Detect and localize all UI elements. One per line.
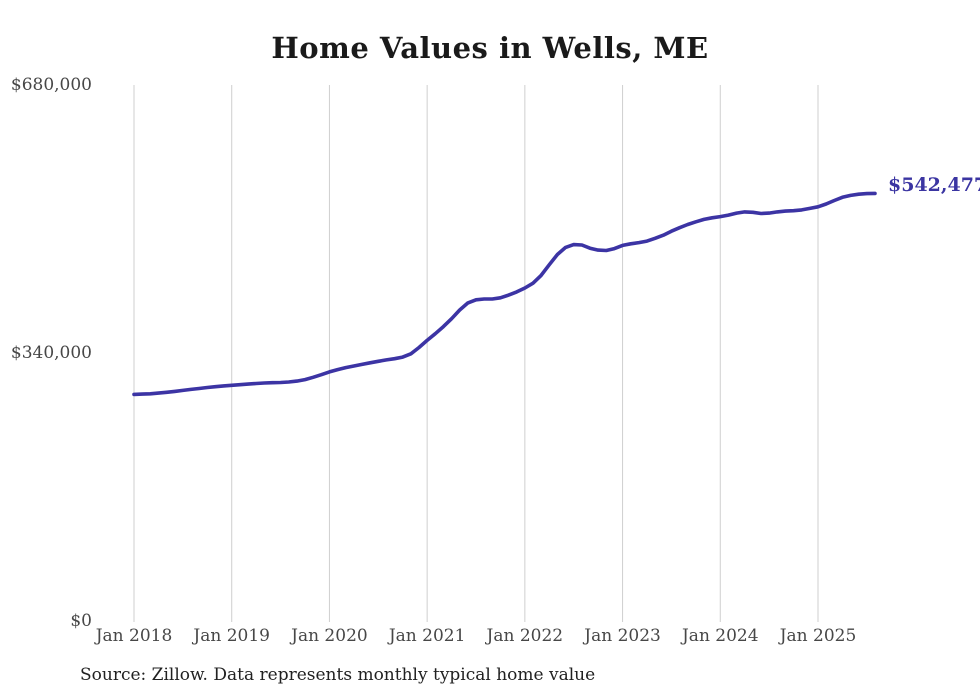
x-axis-tick-label: Jan 2023 (584, 626, 661, 646)
latest-value-label: $542,477 (888, 174, 980, 197)
home-value-line (132, 191, 877, 397)
x-axis-tick-label: Jan 2020 (291, 626, 368, 646)
x-axis-tick-label: Jan 2018 (95, 626, 173, 646)
x-axis-tick-label: Jan 2022 (486, 626, 564, 646)
source-note: Source: Zillow. Data represents monthly … (80, 665, 596, 685)
y-axis-tick-label: $0 (70, 611, 92, 631)
x-axis-tick-label: Jan 2025 (779, 626, 857, 646)
y-axis-tick-label: $340,000 (10, 343, 92, 363)
x-axis-tick-label: Jan 2019 (193, 626, 270, 646)
x-axis-tick-label: Jan 2021 (388, 626, 466, 646)
x-axis-tick-label: Jan 2024 (681, 626, 759, 646)
y-axis-tick-label: $680,000 (10, 75, 92, 95)
chart-title: Home Values in Wells, ME (271, 31, 709, 65)
